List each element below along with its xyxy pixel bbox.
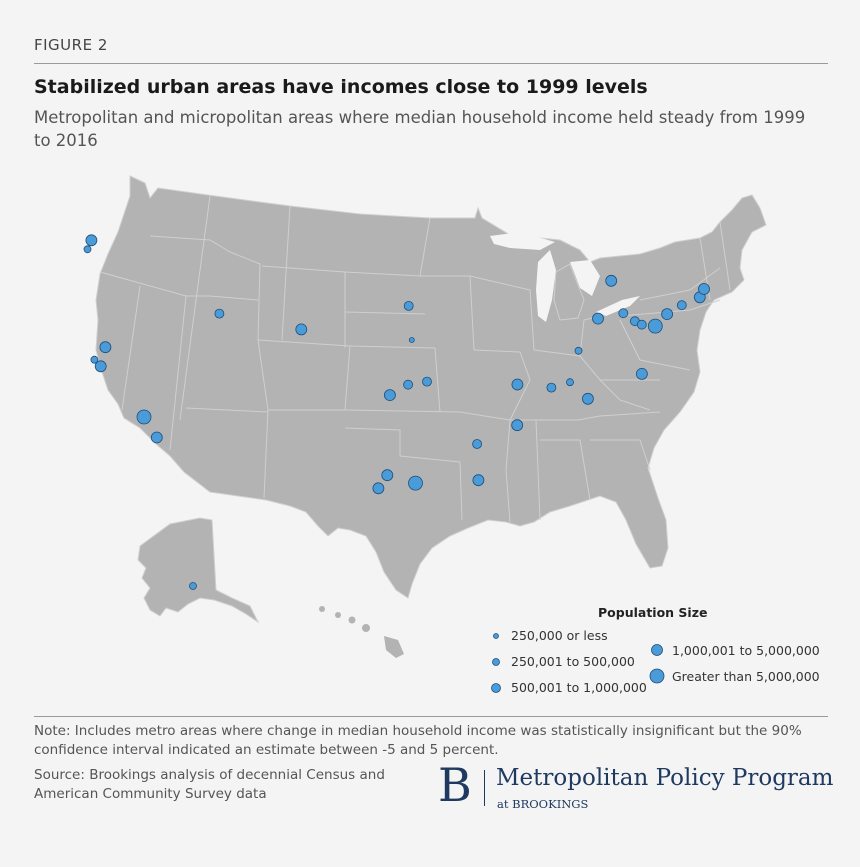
metro-marker — [636, 319, 647, 330]
metro-marker — [408, 475, 423, 491]
metro-marker — [636, 367, 648, 380]
legend-title: Population Size — [598, 605, 708, 620]
metro-marker — [136, 409, 152, 425]
metro-marker — [372, 482, 385, 495]
metro-marker — [574, 346, 583, 355]
metro-marker — [422, 376, 432, 387]
metro-marker — [90, 355, 99, 364]
note-text: Note: Includes metro areas where change … — [34, 723, 802, 758]
metro-marker — [383, 389, 396, 402]
metro-marker — [676, 300, 687, 311]
metro-marker — [83, 245, 92, 254]
metro-marker — [214, 308, 225, 319]
metro-marker — [566, 378, 574, 387]
metro-marker — [85, 234, 98, 247]
lake-michigan — [536, 250, 556, 322]
logo-divider — [484, 770, 485, 806]
metro-marker — [472, 439, 483, 449]
metro-marker — [592, 312, 604, 325]
legend-symbol — [651, 644, 663, 656]
metro-marker — [295, 323, 308, 336]
hawaii-islands — [319, 606, 404, 658]
metro-marker — [698, 283, 710, 295]
metro-marker — [403, 379, 414, 390]
source-text: Source: Brookings analysis of decennial … — [34, 767, 385, 802]
chart-subtitle: Metropolitan and micropolitan areas wher… — [34, 108, 806, 150]
metro-marker — [94, 360, 107, 373]
chart-title: Stabilized urban areas have incomes clos… — [34, 76, 648, 98]
metro-marker — [99, 341, 112, 354]
metro-marker — [511, 419, 524, 432]
program-name: Metropolitan Policy Program — [496, 765, 834, 791]
metro-marker — [189, 582, 197, 590]
us-map — [83, 175, 767, 693]
legend-symbol — [649, 668, 665, 684]
legend-symbol — [492, 658, 500, 666]
metro-marker — [408, 337, 415, 343]
top-divider — [34, 63, 828, 64]
metro-marker — [661, 308, 673, 321]
brookings-b-logo: B — [438, 758, 472, 812]
metro-marker — [546, 382, 557, 393]
metro-marker — [618, 308, 629, 319]
lake-erie — [596, 296, 640, 316]
lake-superior — [490, 232, 555, 250]
figure-label: FIGURE 2 — [34, 36, 108, 54]
legend-label-1: 250,000 or less — [511, 628, 608, 643]
legend-symbols — [491, 633, 665, 693]
legend-label-2: 250,001 to 500,000 — [511, 654, 635, 669]
bottom-divider — [34, 716, 828, 717]
metro-marker — [381, 469, 394, 482]
legend-label-3: 500,001 to 1,000,000 — [511, 680, 647, 695]
state-borders — [99, 195, 731, 523]
legend-symbol — [493, 633, 499, 639]
program-affiliation: at BROOKINGS — [497, 797, 589, 811]
michigan-peninsula — [553, 263, 585, 321]
legend-symbol — [491, 683, 501, 693]
metro-marker — [605, 274, 618, 287]
metro-marker — [647, 318, 663, 334]
legend-label-5: Greater than 5,000,000 — [672, 669, 820, 684]
contiguous-us-landmass — [95, 175, 767, 599]
lake-huron — [570, 260, 600, 296]
legend-label-4: 1,000,001 to 5,000,000 — [672, 643, 820, 658]
metro-marker — [511, 378, 524, 391]
alaska-landmass — [137, 517, 260, 624]
metro-marker — [403, 300, 414, 311]
metro-markers — [83, 234, 710, 590]
metro-marker — [150, 431, 163, 444]
metro-marker — [582, 392, 594, 405]
metro-marker — [472, 474, 485, 487]
